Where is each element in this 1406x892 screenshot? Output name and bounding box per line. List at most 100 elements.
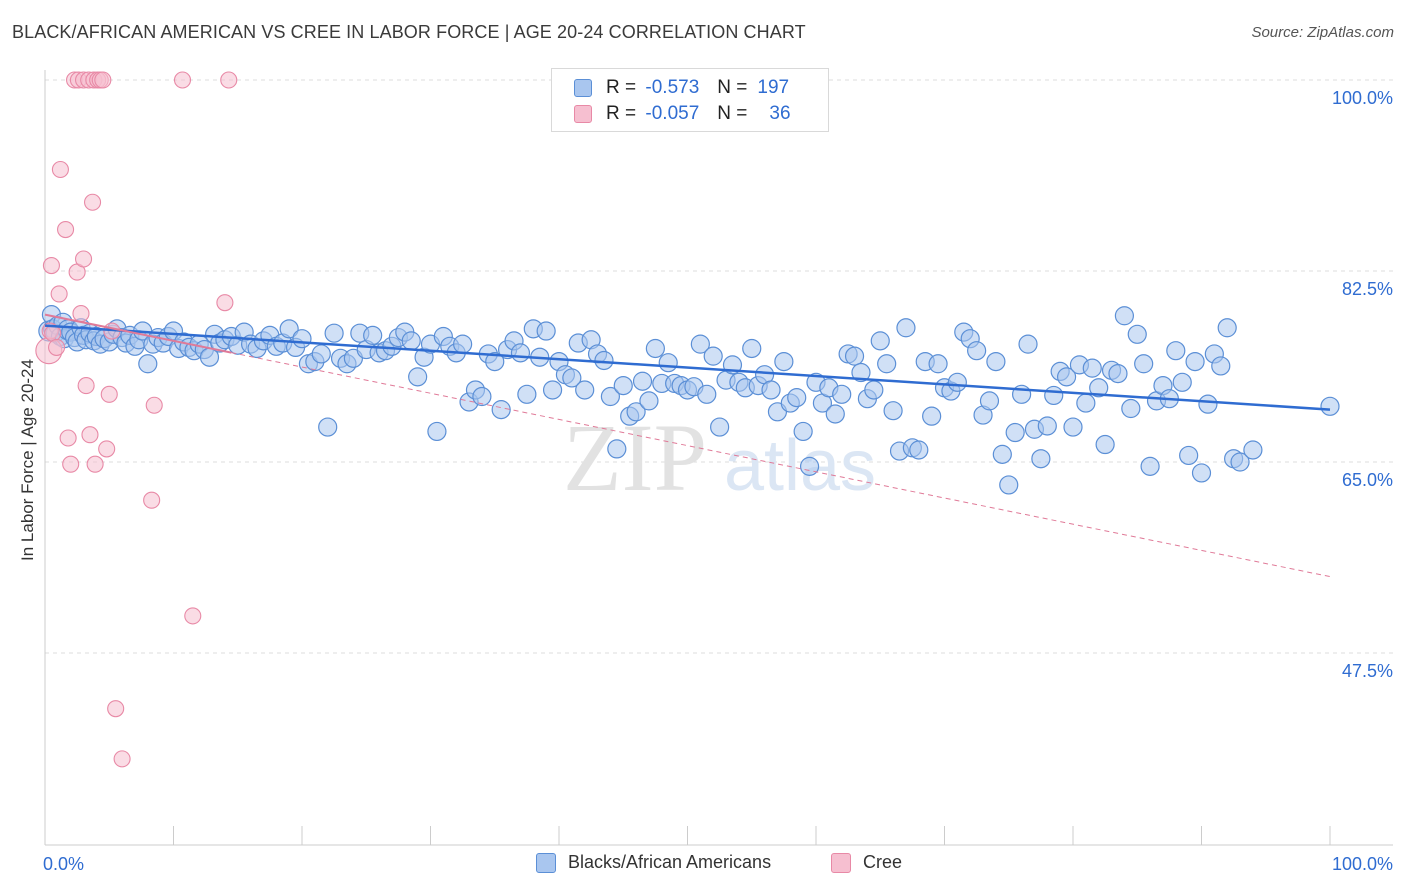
- point-blacks: [877, 354, 897, 374]
- point-cree: [42, 256, 60, 275]
- trend-line-cree-solid: [44, 313, 232, 354]
- y-tick-label: 47.5%: [1342, 661, 1393, 681]
- legend-swatch-pink: [574, 105, 592, 123]
- legend-n-value: 197: [757, 77, 790, 98]
- point-blacks: [793, 421, 813, 442]
- point-blacks: [742, 338, 762, 359]
- point-blacks: [658, 353, 678, 373]
- point-blacks: [1217, 318, 1237, 338]
- point-blacks: [1063, 417, 1083, 437]
- point-blacks: [491, 400, 511, 420]
- point-blacks: [324, 323, 344, 343]
- chart-title: BLACK/AFRICAN AMERICAN VS CREE IN LABOR …: [12, 22, 806, 42]
- legend-r-label: R =: [606, 77, 637, 98]
- point-blacks: [645, 338, 665, 359]
- point-cree: [220, 71, 238, 89]
- legend-row-blacks: R = -0.573 N = 197: [574, 76, 789, 100]
- point-blacks: [626, 402, 646, 422]
- point-blacks: [1134, 354, 1154, 374]
- legend-r-value: -0.057: [645, 103, 700, 124]
- point-cree: [143, 491, 161, 509]
- point-blacks: [1140, 456, 1160, 476]
- point-blacks: [1037, 416, 1057, 436]
- point-cree: [48, 338, 66, 356]
- legend-swatch-blue: [536, 852, 556, 873]
- legend-r-value: -0.573: [645, 77, 700, 98]
- point-blacks: [1172, 372, 1192, 392]
- tick-labels: 47.5% 65.0% 82.5% 100.0% 0.0% 100.0%: [43, 88, 1393, 874]
- point-cree: [77, 377, 95, 395]
- legend-item-blacks[interactable]: Blacks/African Americans: [536, 852, 771, 873]
- point-blacks: [1095, 434, 1115, 455]
- point-blacks: [639, 391, 659, 411]
- point-blacks: [1089, 378, 1109, 398]
- point-blacks: [710, 417, 730, 437]
- point-cree: [216, 294, 234, 312]
- point-blacks: [967, 341, 987, 361]
- point-blacks: [864, 380, 884, 400]
- point-cree: [81, 426, 99, 444]
- point-blacks: [138, 354, 158, 374]
- point-cree: [100, 385, 118, 403]
- point-cree: [72, 305, 90, 323]
- point-cree: [51, 160, 69, 179]
- legend-n-value: 36: [769, 103, 791, 124]
- point-blacks: [761, 380, 781, 400]
- point-blacks: [947, 372, 967, 392]
- point-blacks: [851, 362, 871, 383]
- point-blacks: [1243, 440, 1263, 460]
- point-cree: [113, 750, 131, 768]
- point-cree: [184, 607, 202, 625]
- legend-n-label: N =: [717, 77, 748, 98]
- trend-lines: [44, 313, 1331, 578]
- point-blacks: [613, 376, 633, 396]
- point-blacks: [986, 351, 1006, 372]
- point-blacks: [536, 321, 556, 341]
- point-blacks: [703, 346, 723, 366]
- legend-item-cree[interactable]: Cree: [831, 852, 902, 873]
- point-blacks: [832, 384, 852, 404]
- point-blacks: [1179, 445, 1199, 466]
- point-blacks: [1108, 363, 1128, 384]
- point-blacks: [311, 344, 331, 364]
- correlation-legend: R = -0.573 N = 197 R = -0.057 N = 36: [551, 68, 829, 132]
- grid-lines: [45, 79, 1393, 654]
- point-blacks: [1166, 341, 1186, 361]
- point-blacks: [883, 401, 903, 421]
- point-cree: [94, 71, 112, 89]
- point-cree: [57, 220, 75, 239]
- point-blacks: [799, 456, 820, 476]
- point-cree: [59, 429, 77, 447]
- point-blacks: [1044, 385, 1064, 406]
- point-blacks: [562, 368, 582, 388]
- point-blacks: [1076, 393, 1096, 413]
- point-blacks: [401, 331, 421, 351]
- point-blacks: [363, 325, 383, 345]
- legend-swatch-pink: [831, 852, 851, 873]
- point-cree: [173, 71, 192, 89]
- point-blacks: [318, 417, 338, 437]
- point-blacks: [408, 367, 428, 387]
- axes: [44, 70, 1393, 846]
- point-blacks: [928, 354, 948, 374]
- trend-line-cree-dashed: [231, 352, 1331, 578]
- point-blacks: [787, 388, 807, 408]
- point-blacks: [690, 334, 710, 354]
- point-blacks: [292, 329, 312, 349]
- source-credit: Source: ZipAtlas.com: [1251, 24, 1394, 41]
- legend-label-blacks: Blacks/African Americans: [568, 852, 772, 872]
- point-blacks: [774, 351, 794, 372]
- point-cree: [98, 440, 116, 458]
- point-cree: [145, 396, 163, 414]
- x-tick-label-min: 0.0%: [43, 854, 84, 874]
- point-blacks: [844, 346, 865, 366]
- point-blacks: [909, 440, 929, 460]
- point-blacks: [607, 439, 627, 459]
- legend-n-label: N =: [717, 103, 748, 124]
- point-blacks: [1320, 396, 1340, 416]
- point-blacks: [1031, 449, 1051, 469]
- point-blacks: [1191, 463, 1212, 483]
- point-blacks: [870, 331, 890, 351]
- point-blacks: [1018, 334, 1038, 354]
